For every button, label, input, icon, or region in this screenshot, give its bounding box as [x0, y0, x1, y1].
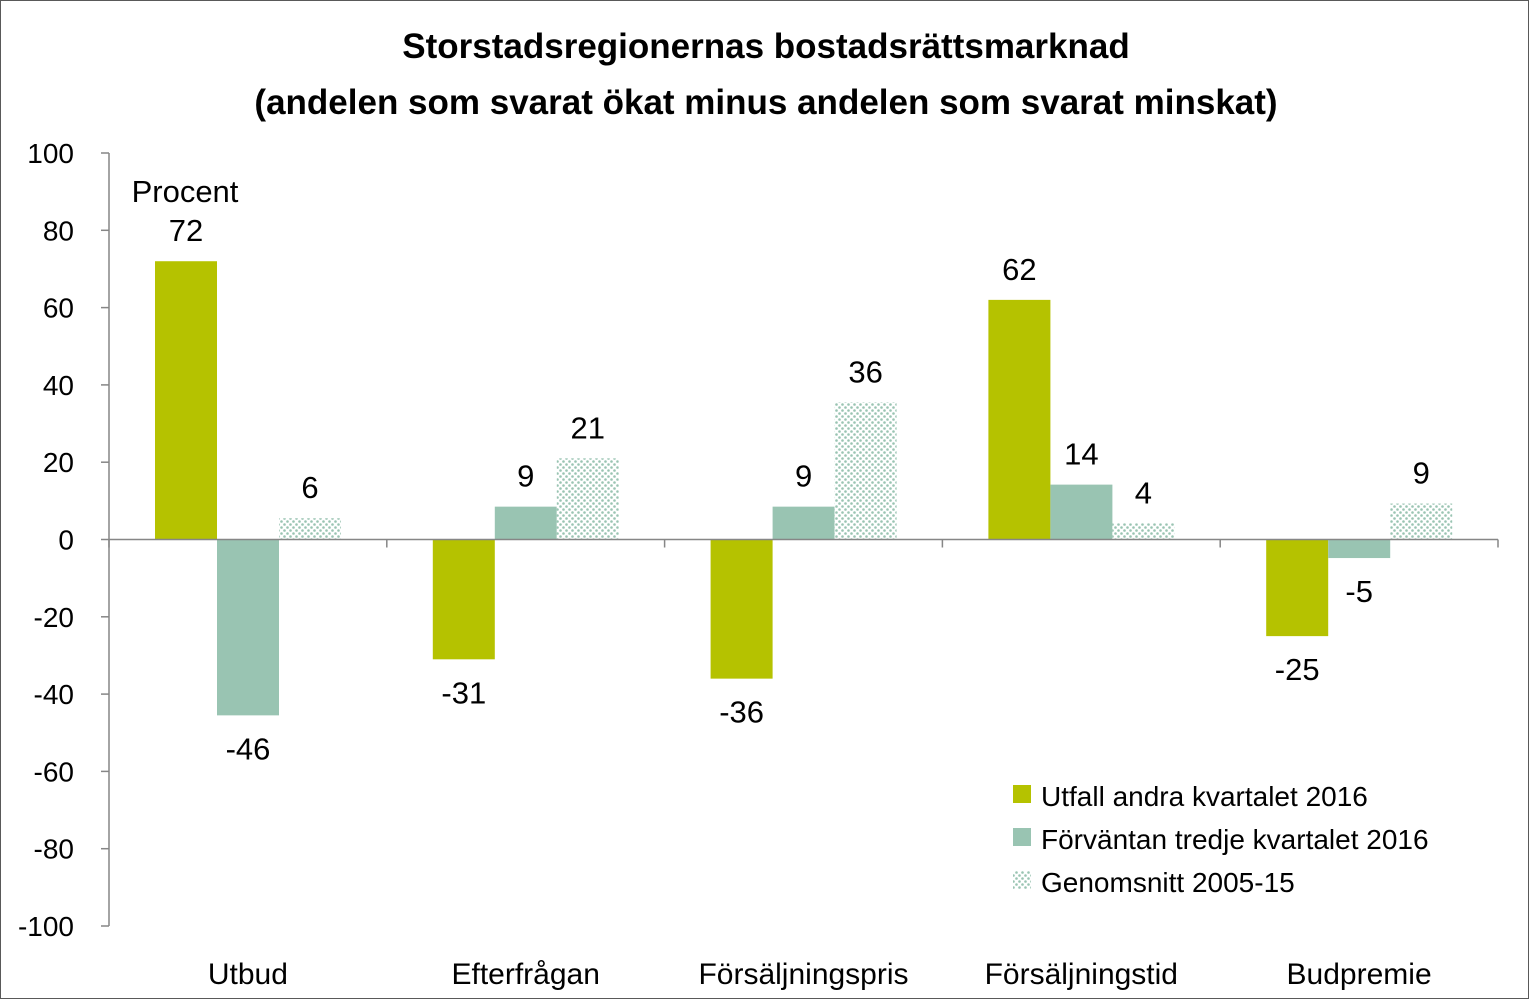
legend-swatch-3 [1013, 871, 1031, 889]
legend: Utfall andra kvartalet 2016 Förväntan tre… [1013, 781, 1429, 898]
bar-3 [1112, 523, 1175, 540]
data-label: 72 [169, 213, 203, 248]
y-tick-label: 0 [58, 525, 74, 556]
data-label: 9 [517, 459, 534, 494]
legend-label-3: Genomsnitt 2005-15 [1041, 867, 1295, 898]
bar-3 [1390, 503, 1453, 540]
bar-1 [988, 299, 1051, 540]
data-label: 21 [571, 410, 605, 445]
y-tick-label: 20 [43, 447, 74, 478]
y-axis: 100 80 60 40 20 0 -20 -40 -60 -80 -100 [18, 138, 110, 942]
y-tick-label: 100 [27, 138, 74, 169]
data-labels: 72 -31 -36 62 -25 -46 9 9 14 -5 6 21 36 4 9 [169, 213, 1430, 766]
data-label: -31 [441, 675, 486, 710]
data-label: -36 [719, 695, 764, 730]
bar-1 [710, 539, 773, 679]
bar-3 [279, 518, 341, 540]
y-tick-label: -40 [34, 679, 74, 710]
y-tick-label: 40 [43, 370, 74, 401]
bar-1 [155, 261, 217, 540]
data-label: 14 [1064, 437, 1098, 472]
y-tick-label: -20 [34, 602, 74, 633]
bar-1 [432, 539, 495, 660]
category-label: Budpremie [1287, 958, 1432, 991]
bar-2 [772, 506, 835, 540]
legend-label-2: Förväntan tredje kvartalet 2016 [1041, 824, 1429, 855]
bar-3 [834, 402, 897, 540]
data-label: -5 [1345, 574, 1373, 609]
data-label: 6 [301, 470, 318, 505]
y-tick-label: 60 [43, 293, 74, 324]
category-label: Försäljningstid [985, 958, 1178, 991]
y-tick-label: -60 [34, 756, 74, 787]
category-labels: Utbud Efterfrågan Försäljningspris Försäljn… [208, 958, 1432, 991]
data-label: 62 [1002, 252, 1036, 287]
y-tick-label: 80 [43, 215, 74, 246]
legend-label-1: Utfall andra kvartalet 2016 [1041, 781, 1368, 812]
bar-2 [1328, 539, 1391, 559]
y-tick-label: -80 [34, 834, 74, 865]
y-tick-label: -100 [18, 911, 74, 942]
bar-1 [1266, 539, 1329, 637]
bars [155, 261, 1453, 716]
chart-title-line-2: (andelen som svarat ökat minus andelen s… [254, 83, 1277, 122]
chart-title-line-1: Storstadsregionernas bostadsrättsmarknad [402, 27, 1129, 66]
bar-2 [1050, 484, 1113, 540]
category-label: Försäljningspris [698, 958, 908, 991]
data-label: -25 [1275, 652, 1320, 687]
data-label: -46 [226, 731, 271, 766]
category-label: Utbud [208, 958, 288, 991]
data-label: 9 [795, 459, 812, 494]
bar-3 [556, 458, 619, 540]
legend-swatch-1 [1013, 785, 1031, 803]
legend-swatch-2 [1013, 828, 1031, 846]
data-label: 36 [848, 354, 882, 389]
x-axis [108, 538, 1499, 548]
category-label: Efterfrågan [451, 958, 599, 991]
data-label: 4 [1135, 475, 1152, 510]
bar-2 [217, 539, 279, 716]
bar-2 [494, 506, 557, 540]
unit-label: Procent [132, 174, 239, 209]
data-label: 9 [1413, 456, 1430, 491]
